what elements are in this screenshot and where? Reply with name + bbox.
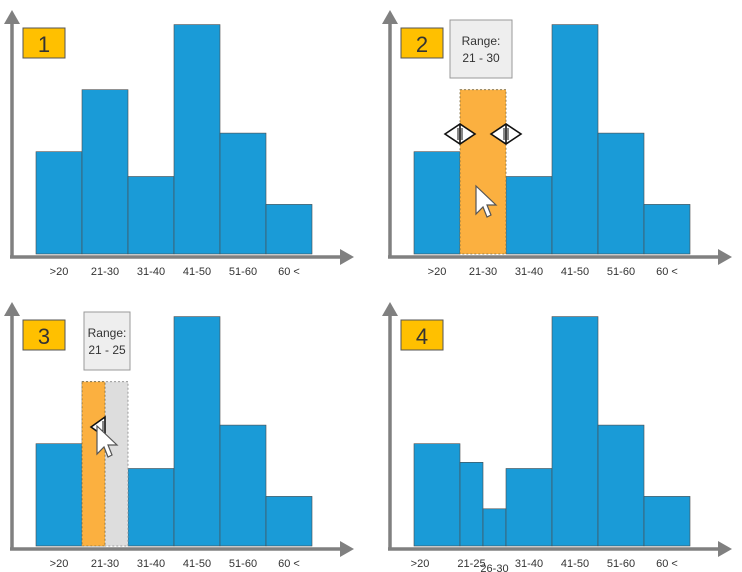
bar-41-50 [551,24,599,255]
x-tick-label: >20 [411,558,430,570]
svg-text:2: 2 [416,32,428,57]
bar->20 [413,443,461,547]
svg-text:Range:: Range: [462,34,501,48]
x-tick-label: 31-40 [137,558,165,570]
bar-51-60 [219,424,267,547]
bar-21-30 [81,89,129,255]
y-axis-arrow-icon [382,302,398,316]
y-axis-arrow-icon [4,302,20,316]
x-tick-label: 21-25 [457,558,485,570]
range-tooltip: Range: 21 - 25 [83,311,131,371]
selected-bin[interactable] [459,89,507,255]
step-badge: 4 [400,319,444,351]
svg-text:3: 3 [38,324,50,349]
svg-text:4: 4 [416,324,428,349]
panel-3: >20 21-30 31-40 41-50 51-60 60 < 3 Range: 21 - 2… [4,302,354,570]
panel-2: >20 21-30 31-40 41-50 51-60 60 < 2 Range: 21 - 3… [382,10,732,278]
y-axis-arrow-icon [4,10,20,24]
x-tick-label: 31-40 [137,266,165,278]
x-tick-label: 21-30 [469,266,497,278]
split-bin[interactable] [81,381,106,547]
svg-text:21 - 25: 21 - 25 [88,343,126,357]
x-axis-arrow-icon [340,249,354,265]
mouse-cursor-icon [96,424,119,458]
bar-60 < [265,496,313,547]
axes [382,10,732,265]
axes [4,302,354,557]
bar-60 < [265,204,313,255]
right-resize-handle-icon[interactable] [489,123,523,145]
x-tick-label: 41-50 [183,266,211,278]
svg-text:Range:: Range: [88,326,127,340]
x-tick-label: >20 [50,266,69,278]
axes [4,10,354,265]
left-resize-handle-icon[interactable] [443,123,477,145]
bar->20 [35,151,83,255]
bar-51-60 [597,132,645,255]
x-tick-label: 41-50 [561,558,589,570]
y-axis-arrow-icon [382,10,398,24]
bar->20 [35,443,83,547]
x-tick-label: 31-40 [515,266,543,278]
range-tooltip: Range: 21 - 30 [449,19,513,79]
x-tick-label: 41-50 [561,266,589,278]
x-axis-arrow-icon [718,541,732,557]
x-axis-arrow-icon [718,249,732,265]
svg-text:1: 1 [38,32,50,57]
bar-60 < [643,496,691,547]
x-tick-label: 26-30 [480,563,508,572]
bar-41-50 [551,316,599,547]
svg-text:21 - 30: 21 - 30 [462,51,500,65]
bar-51-60 [597,424,645,547]
bar-51-60 [219,132,267,255]
bar-41-50 [173,24,221,255]
bar-31-40 [127,468,175,547]
x-tick-label: 41-50 [183,558,211,570]
step-badge: 2 [400,27,444,59]
step-badge: 3 [22,319,66,351]
bar-21-25 [459,462,484,547]
bar-26-30 [482,508,507,547]
bar-41-50 [173,316,221,547]
bar-31-40 [505,176,553,255]
x-tick-label: 60 < [278,266,300,278]
bar->20 [413,151,461,255]
x-tick-label: 60 < [278,558,300,570]
axes [382,302,732,557]
mouse-cursor-icon [475,184,498,218]
x-tick-label: 21-30 [91,558,119,570]
x-tick-label: 60 < [656,558,678,570]
step-badge: 1 [22,27,66,59]
x-tick-label: 21-30 [91,266,119,278]
x-tick-label: 51-60 [607,558,635,570]
bar-31-40 [505,468,553,547]
x-axis-arrow-icon [340,541,354,557]
x-tick-label: 51-60 [607,266,635,278]
x-tick-label: 60 < [656,266,678,278]
bar-60 < [643,204,691,255]
x-tick-label: 51-60 [229,558,257,570]
panel-1: >20 21-30 31-40 41-50 51-60 60 < 1 [4,10,354,278]
x-tick-label: >20 [428,266,447,278]
bar-31-40 [127,176,175,255]
x-tick-label: >20 [50,558,69,570]
x-tick-label: 31-40 [515,558,543,570]
x-tick-label: 51-60 [229,266,257,278]
